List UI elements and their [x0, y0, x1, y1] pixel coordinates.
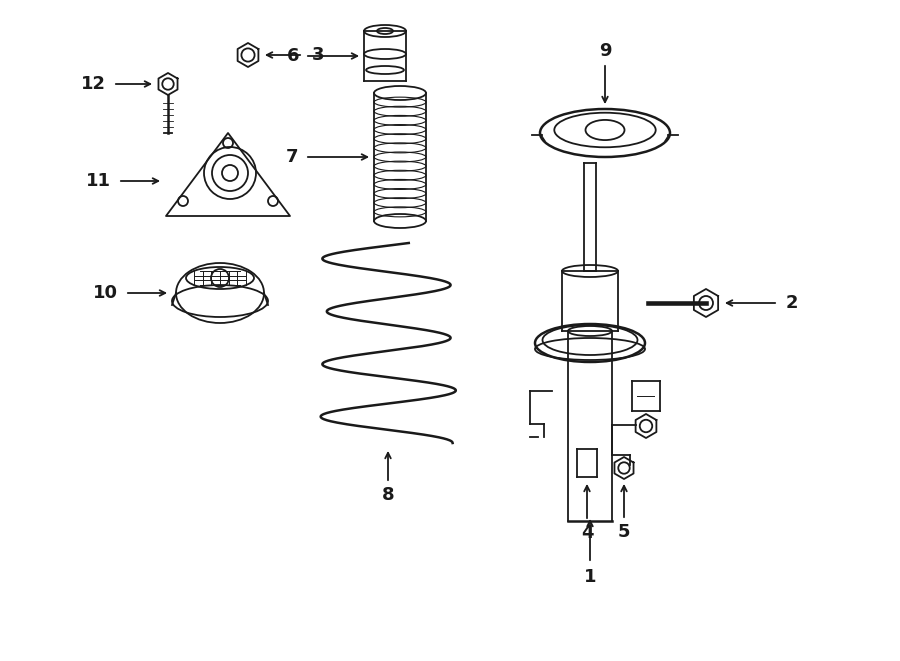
Text: 5: 5	[617, 523, 630, 541]
Text: 11: 11	[86, 172, 111, 190]
Text: 12: 12	[80, 75, 105, 93]
Text: 10: 10	[93, 284, 118, 302]
Text: 3: 3	[311, 46, 324, 64]
Text: 6: 6	[287, 47, 299, 65]
Text: 2: 2	[786, 294, 798, 312]
Text: 8: 8	[382, 486, 394, 504]
Text: 1: 1	[584, 568, 596, 586]
Text: 4: 4	[580, 524, 593, 542]
Text: 7: 7	[286, 148, 298, 166]
Text: 9: 9	[598, 42, 611, 60]
